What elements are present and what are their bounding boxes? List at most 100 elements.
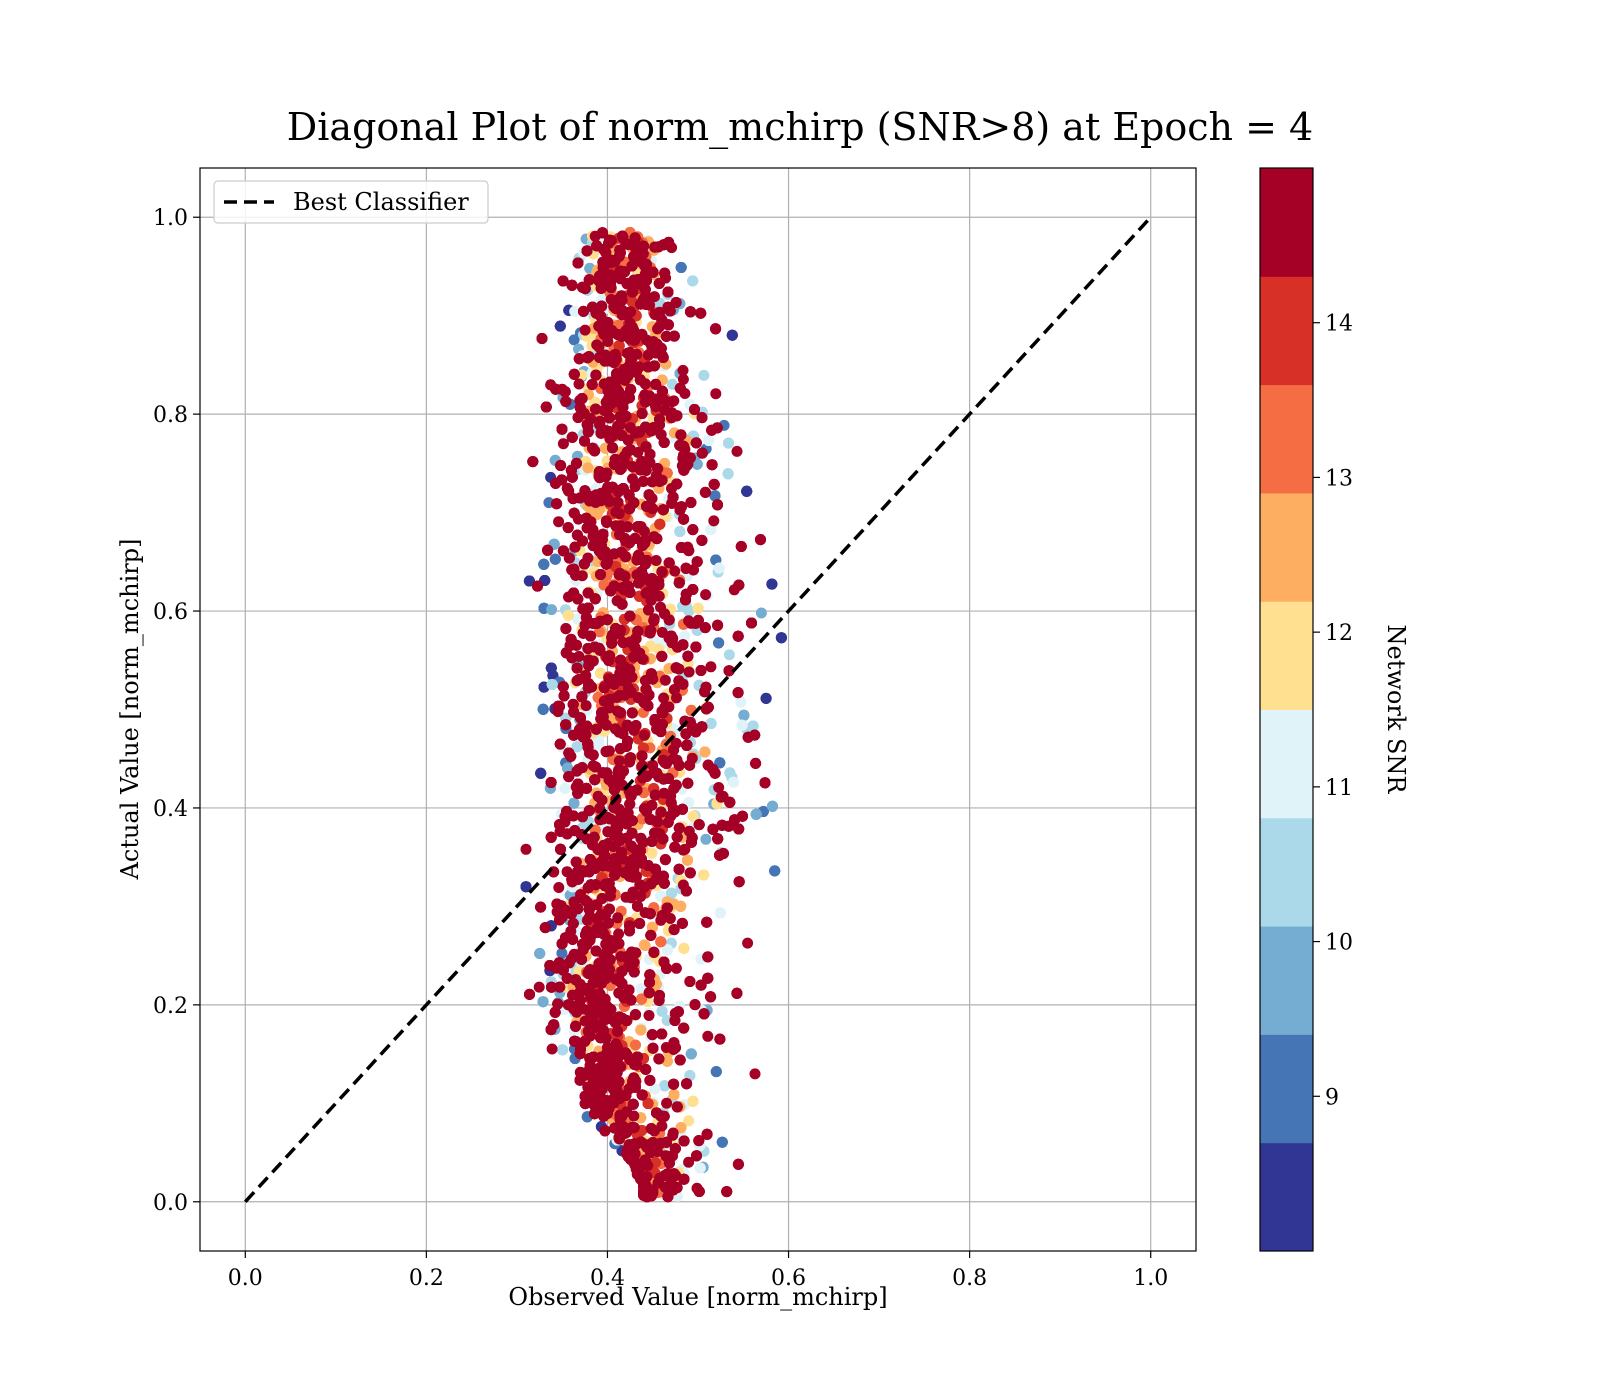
scatter-point (682, 854, 693, 866)
scatter-point (568, 797, 580, 809)
scatter-point (557, 1044, 569, 1056)
scatter-point (716, 1136, 728, 1148)
scatter-point (570, 1020, 582, 1032)
scatter-point (694, 1162, 706, 1174)
scatter-point (746, 617, 757, 629)
scatter-point (760, 692, 772, 704)
scatter-point (722, 468, 734, 480)
scatter-point (572, 763, 584, 775)
scatter-point (682, 777, 694, 789)
scatter-point (533, 981, 545, 993)
scatter-point (559, 783, 571, 794)
scatter-point (550, 477, 562, 489)
scatter-point (699, 746, 711, 758)
scatter-point (736, 719, 748, 731)
scatter-point (549, 553, 561, 565)
scatter-point (682, 650, 694, 662)
scatter-point (662, 944, 673, 956)
scatter-point (557, 438, 569, 450)
scatter-point (755, 607, 767, 619)
scatter-point (537, 996, 549, 1008)
scatter-point (571, 741, 583, 753)
scatter-point (636, 1089, 648, 1101)
scatter-point (586, 379, 598, 390)
scatter-point (562, 762, 573, 774)
scatter-point (568, 368, 580, 380)
scatter-point (582, 462, 594, 474)
scatter-point (750, 808, 762, 820)
scatter-point (636, 750, 648, 762)
scatter-point (769, 865, 781, 877)
scatter-point (560, 396, 572, 407)
scatter-point (656, 650, 668, 662)
scatter-point (635, 1024, 647, 1036)
scatter-point (668, 1089, 680, 1101)
scatter-point (535, 767, 547, 779)
scatter-point (687, 1095, 699, 1107)
scatter-point (687, 275, 699, 287)
scatter-point (674, 526, 686, 537)
scatter-point (687, 810, 699, 822)
scatter-point (708, 478, 720, 490)
scatter-point (628, 651, 640, 663)
scatter-point (741, 485, 753, 497)
scatter-point (655, 936, 667, 948)
scatter-point (546, 679, 558, 690)
scatter-point (659, 1080, 671, 1092)
scatter-point (649, 1083, 661, 1095)
scatter-point (590, 369, 602, 381)
scatter-point (702, 972, 714, 984)
scatter-point (546, 1043, 558, 1055)
scatter-point (635, 983, 647, 994)
scatter-point (767, 800, 778, 812)
scatter-point (656, 1005, 668, 1017)
scatter-point (692, 602, 704, 614)
scatter-point (683, 1115, 695, 1127)
scatter-point (656, 566, 668, 578)
scatter-point (723, 649, 735, 661)
scatter-point (572, 613, 584, 625)
scatter-point (662, 816, 674, 828)
scatter-point (775, 632, 787, 644)
scatter-point (532, 580, 543, 592)
scatter-point (538, 558, 550, 570)
scatter-point (520, 843, 532, 855)
scatter-point (534, 948, 546, 959)
scatter-point (520, 881, 532, 893)
scatter-point (714, 757, 726, 769)
scatter-point (685, 1048, 697, 1060)
scatter-point (728, 776, 740, 788)
scatter-point (699, 486, 711, 498)
scatter-point (698, 369, 710, 381)
scatter-point (678, 942, 690, 954)
scatter-point (681, 1078, 693, 1090)
scatter-point (710, 1066, 722, 1078)
scatter-point (675, 262, 687, 273)
scatter-point (703, 435, 715, 446)
scatter-point (714, 907, 726, 919)
scatter-point (698, 869, 710, 881)
scatter-point (553, 882, 565, 893)
scatter-points (520, 227, 787, 1203)
scatter-point (726, 329, 738, 341)
scatter-point (666, 887, 677, 899)
scatter-point (658, 692, 670, 704)
scatter-point (705, 524, 717, 536)
scatter-point (678, 513, 690, 525)
scatter-point (678, 1022, 690, 1034)
scatter-point (671, 692, 682, 704)
scatter-point (646, 847, 658, 859)
scatter-point (568, 334, 580, 346)
scatter-point (710, 388, 722, 400)
scatter-point (738, 709, 750, 721)
scatter-point (562, 609, 574, 621)
scatter-point (661, 1014, 673, 1026)
scatter-point (679, 630, 691, 642)
scatter-point (766, 578, 778, 590)
scatter-point (630, 1039, 641, 1051)
scatter-point (713, 562, 725, 574)
scatter-point (556, 947, 568, 959)
scatter-point (723, 437, 734, 449)
scatter-point (689, 999, 701, 1011)
